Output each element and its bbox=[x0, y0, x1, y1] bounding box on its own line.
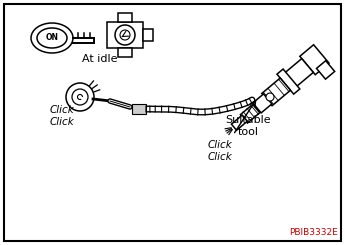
Circle shape bbox=[66, 83, 94, 111]
Polygon shape bbox=[231, 115, 247, 130]
Ellipse shape bbox=[37, 28, 67, 48]
Ellipse shape bbox=[31, 23, 73, 53]
Polygon shape bbox=[316, 61, 335, 79]
Circle shape bbox=[72, 89, 88, 105]
Bar bbox=[132, 104, 146, 114]
Text: ON: ON bbox=[46, 34, 59, 42]
Polygon shape bbox=[282, 59, 313, 89]
Bar bbox=[107, 22, 143, 48]
Polygon shape bbox=[240, 104, 260, 123]
Circle shape bbox=[115, 25, 135, 45]
Circle shape bbox=[266, 93, 274, 101]
Polygon shape bbox=[262, 78, 290, 106]
Bar bbox=[118, 13, 132, 22]
Text: Click
Click: Click Click bbox=[208, 140, 233, 162]
Text: Suitable
tool: Suitable tool bbox=[225, 115, 271, 137]
Text: Click
Click: Click Click bbox=[50, 105, 75, 127]
Circle shape bbox=[120, 30, 130, 40]
Polygon shape bbox=[253, 94, 272, 113]
Polygon shape bbox=[277, 69, 300, 94]
Text: At idle: At idle bbox=[82, 54, 118, 64]
Bar bbox=[118, 48, 132, 57]
Bar bbox=[143, 29, 153, 41]
Text: PBIB3332E: PBIB3332E bbox=[289, 228, 338, 237]
Polygon shape bbox=[300, 45, 329, 75]
